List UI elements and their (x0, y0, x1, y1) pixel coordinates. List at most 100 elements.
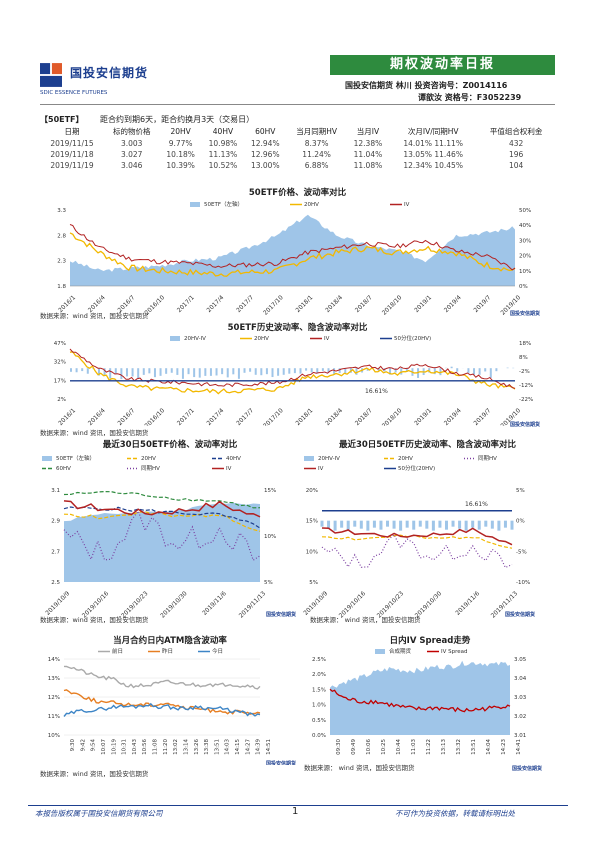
table-cell: 10.39% (166, 161, 195, 170)
tick-label: 14:03 (225, 739, 231, 755)
spread-bar (497, 520, 501, 531)
expiry-note: 距合约到期6天，距合约换月3天（交易日） (100, 115, 255, 124)
tick-label: 50% (519, 208, 531, 214)
series-yesterday-line (63, 689, 261, 715)
chart3-title: 最近30日50ETF价格、波动率对比 (102, 440, 238, 450)
spread-bar (243, 368, 246, 373)
etf-section-tag: 【50ETF】 (40, 115, 84, 124)
spread-bar (439, 368, 442, 376)
tick-label: 0% (516, 519, 525, 525)
footer-divider (28, 805, 568, 806)
tick-label: 5% (309, 580, 318, 586)
tick-label: -22% (519, 397, 533, 403)
spread-bar (340, 520, 344, 528)
spread-bar (333, 520, 337, 531)
tick-label: 10% (48, 733, 60, 739)
chart2-title: 50ETF历史波动率、隐含波动率对比 (227, 323, 368, 333)
spread-bar (254, 368, 257, 375)
tick-label: 2017/4 (206, 294, 226, 314)
tick-label: 13:13 (441, 739, 447, 755)
tick-label: 11:08 (153, 739, 159, 755)
tick-label: 11:20 (163, 739, 169, 755)
spread-bar (310, 368, 313, 373)
table-header-row: 日期 标的物价格 20HV 40HV 60HV 当月同期HV 当月IV 次月IV… (40, 125, 555, 138)
spread-bar (428, 368, 431, 373)
table-cell: 12.94% (250, 139, 280, 148)
spread-bar (400, 368, 403, 375)
tick-label: 13:51 (214, 739, 220, 755)
legend-swatch (42, 456, 52, 461)
tick-label: 14:15 (235, 739, 241, 755)
series-today-line (63, 702, 261, 717)
logo-icon (40, 63, 62, 87)
spread-bar (193, 368, 196, 378)
tick-label: 2016/7 (117, 407, 137, 426)
spread-bar (288, 368, 291, 374)
legend-label: 50分位(20HV) (398, 464, 435, 472)
tick-label: 11% (48, 714, 60, 720)
tick-label: 13:32 (456, 739, 462, 755)
tick-label: 0.0% (312, 733, 326, 739)
spread-bar (221, 368, 224, 375)
tick-label: 17% (54, 378, 66, 384)
spread-bar (271, 368, 274, 378)
volatility-table: 日期 标的物价格 20HV 40HV 60HV 当月同期HV 当月IV 次月IV… (40, 125, 555, 171)
spread-bar (366, 520, 370, 531)
spread-bar (473, 368, 476, 375)
tick-label: 2016/10 (143, 407, 166, 426)
tick-label: 9:30 (70, 739, 76, 752)
table-cell: 9.77% (168, 139, 193, 148)
tick-label: 2018/1 (295, 407, 315, 426)
tick-label: 3.1 (51, 488, 60, 494)
tick-label: 2.8 (57, 233, 66, 239)
legend-label: 今日 (212, 647, 223, 655)
spread-bar (355, 368, 358, 375)
tick-label: 2016/1 (57, 407, 77, 426)
spread-bar (495, 368, 498, 372)
spread-bar (260, 368, 263, 376)
chart6: 合成期货 IV Spread 2.5% 2.0% 1.5% 1.0% 0.5% 0.0% 3.0… (304, 647, 542, 772)
tick-label: 2019/4 (443, 294, 463, 314)
spread-bar (405, 368, 408, 372)
tick-label: 0.5% (312, 718, 326, 724)
series-50etf-area (70, 214, 515, 286)
spread-bar (458, 520, 462, 529)
tick-label: 2.0% (312, 672, 326, 678)
spread-bar (405, 520, 409, 528)
spread-bar (451, 520, 455, 527)
spread-bar (418, 520, 422, 527)
tick-label: 09:30 (336, 739, 342, 755)
spread-bar (372, 520, 376, 528)
spread-bar (344, 368, 347, 374)
spread-bar (412, 520, 416, 530)
series-20hv-line (321, 534, 513, 549)
table-row: 2019/11/18 3.027 10.18% 11.13% 12.96% 11… (40, 149, 555, 160)
chart4-brand: 国投安信期货 (505, 611, 535, 618)
tick-label: 47% (54, 341, 66, 347)
spread-bar (456, 368, 459, 372)
table-row: 2019/11/15 3.003 9.77% 10.98% 12.94% 8.3… (40, 138, 555, 149)
tick-label: 2019/10/9 (302, 590, 329, 617)
tick-label: 13% (48, 676, 60, 682)
tick-label: 2.3 (57, 259, 66, 265)
tick-label: 9:42 (80, 739, 86, 751)
table-cell: 2019/11/18 (50, 150, 94, 159)
tick-label: 5% (264, 580, 273, 586)
tick-label: 2018/10 (381, 407, 404, 426)
tick-label: 2018/4 (324, 294, 344, 314)
spread-bar (114, 368, 117, 374)
tick-label: 10% (264, 534, 276, 540)
tick-label: 2% (57, 397, 66, 403)
chart6-brand: 国投安信期货 (512, 765, 542, 772)
tick-label: 3.04 (514, 676, 527, 682)
median-annotation: 16.61% (365, 388, 388, 395)
chart6-title: 日内IV Spread走势 (389, 636, 471, 646)
tick-label: 2.9 (51, 519, 60, 525)
tick-label: 09:49 (351, 739, 357, 755)
spread-bar (198, 368, 201, 378)
table-cell: 11.04% (353, 150, 383, 159)
tick-label: 9:54 (91, 739, 97, 752)
table-cell: 196 (508, 150, 524, 159)
spread-bar (142, 368, 145, 375)
tick-label: 2019/10/9 (44, 590, 71, 617)
